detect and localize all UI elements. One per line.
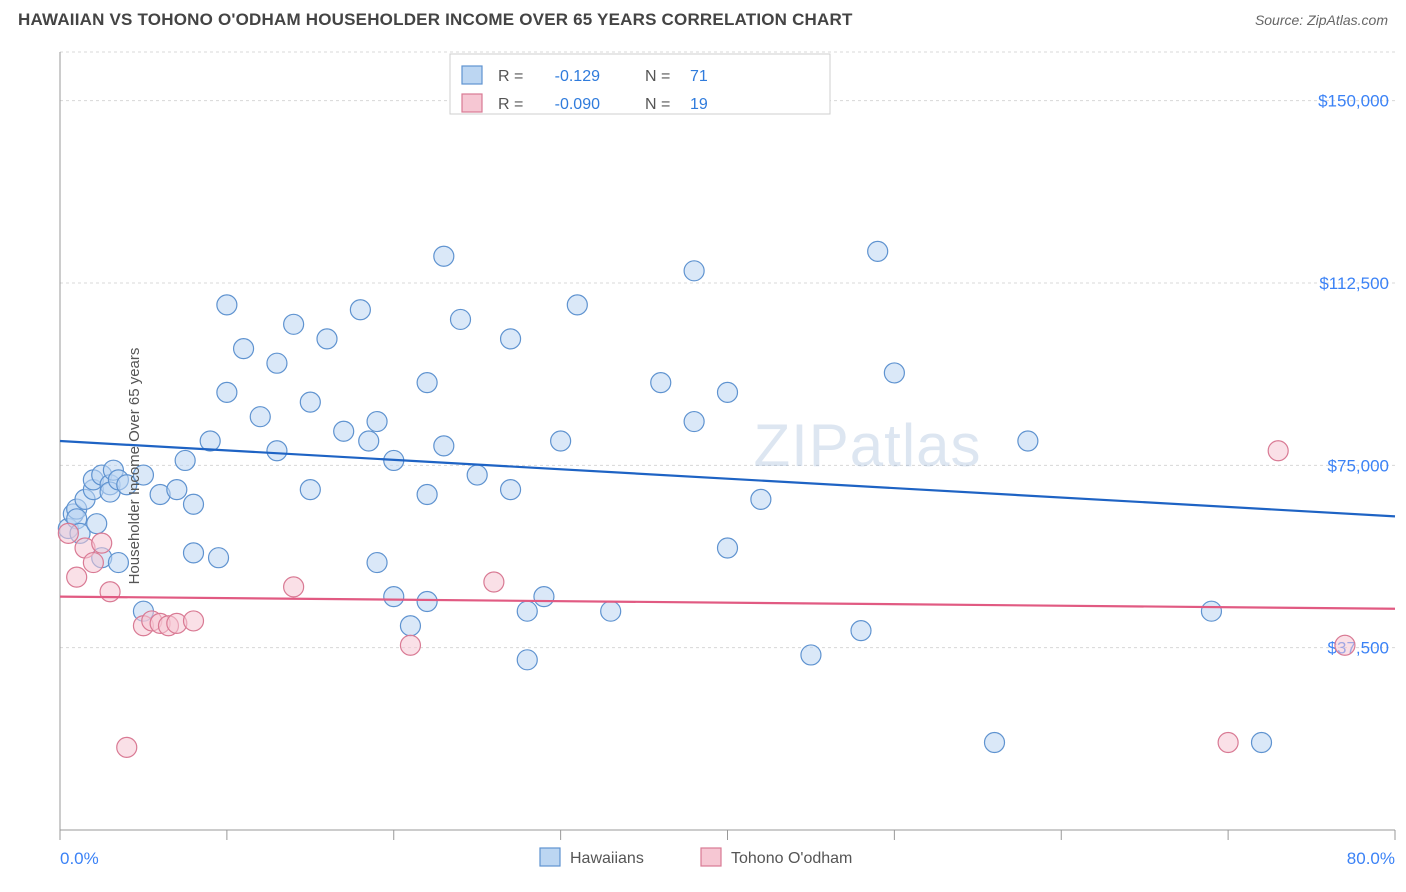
- legend-series-label: Tohono O'odham: [731, 850, 852, 867]
- data-point: [184, 611, 204, 631]
- data-point: [684, 261, 704, 281]
- data-point: [267, 441, 287, 461]
- data-point: [400, 635, 420, 655]
- data-point: [501, 480, 521, 500]
- legend-swatch: [701, 848, 721, 866]
- data-point: [300, 480, 320, 500]
- data-point: [400, 616, 420, 636]
- data-point: [1252, 732, 1272, 752]
- legend-r-value: -0.129: [555, 68, 600, 85]
- data-point: [451, 309, 471, 329]
- y-tick-label: $75,000: [1328, 456, 1389, 475]
- legend-n-value: 71: [690, 68, 708, 85]
- data-point: [284, 577, 304, 597]
- data-point: [117, 737, 137, 757]
- data-point: [209, 548, 229, 568]
- data-point: [350, 300, 370, 320]
- legend-r-label: R =: [498, 68, 523, 85]
- data-point: [234, 339, 254, 359]
- data-point: [517, 650, 537, 670]
- data-point: [434, 436, 454, 456]
- data-point: [567, 295, 587, 315]
- x-tick-label: 0.0%: [60, 849, 99, 868]
- x-tick-label: 80.0%: [1347, 849, 1395, 868]
- data-point: [367, 553, 387, 573]
- data-point: [884, 363, 904, 383]
- trend-line: [60, 441, 1395, 516]
- data-point: [417, 484, 437, 504]
- data-point: [217, 295, 237, 315]
- data-point: [175, 450, 195, 470]
- data-point: [167, 480, 187, 500]
- data-point: [384, 587, 404, 607]
- data-point: [484, 572, 504, 592]
- svg-text:ZIPatlas: ZIPatlas: [753, 412, 981, 479]
- data-point: [184, 494, 204, 514]
- data-point: [501, 329, 521, 349]
- data-point: [58, 523, 78, 543]
- data-point: [100, 582, 120, 602]
- data-point: [601, 601, 621, 621]
- legend-n-value: 19: [690, 96, 708, 113]
- source-name: ZipAtlas.com: [1307, 12, 1388, 28]
- data-point: [551, 431, 571, 451]
- data-point: [87, 514, 107, 534]
- data-point: [267, 353, 287, 373]
- data-point: [718, 538, 738, 558]
- data-point: [751, 489, 771, 509]
- data-point: [718, 382, 738, 402]
- data-point: [417, 591, 437, 611]
- data-point: [851, 621, 871, 641]
- data-point: [334, 421, 354, 441]
- data-point: [1218, 732, 1238, 752]
- data-point: [517, 601, 537, 621]
- data-point: [359, 431, 379, 451]
- legend-swatch: [540, 848, 560, 866]
- y-tick-label: $150,000: [1318, 92, 1389, 111]
- legend-r-value: -0.090: [555, 96, 600, 113]
- chart-title: HAWAIIAN VS TOHONO O'ODHAM HOUSEHOLDER I…: [18, 10, 853, 30]
- data-point: [367, 412, 387, 432]
- data-point: [67, 567, 87, 587]
- chart-container: Householder Income Over 65 years ZIPatla…: [0, 40, 1406, 892]
- y-axis-label: Householder Income Over 65 years: [126, 348, 143, 585]
- legend-swatch: [462, 66, 482, 84]
- data-point: [1335, 635, 1355, 655]
- legend-n-label: N =: [645, 68, 670, 85]
- data-point: [684, 412, 704, 432]
- data-point: [801, 645, 821, 665]
- source-attribution: Source: ZipAtlas.com: [1255, 12, 1388, 28]
- data-point: [184, 543, 204, 563]
- data-point: [1268, 441, 1288, 461]
- data-point: [417, 373, 437, 393]
- data-point: [92, 533, 112, 553]
- data-point: [534, 587, 554, 607]
- data-point: [434, 246, 454, 266]
- data-point: [317, 329, 337, 349]
- data-point: [1201, 601, 1221, 621]
- data-point: [985, 732, 1005, 752]
- trend-line: [60, 597, 1395, 609]
- legend-r-label: R =: [498, 96, 523, 113]
- source-prefix: Source:: [1255, 12, 1307, 28]
- data-point: [651, 373, 671, 393]
- y-tick-label: $112,500: [1319, 274, 1389, 293]
- legend-n-label: N =: [645, 96, 670, 113]
- data-point: [1018, 431, 1038, 451]
- data-point: [300, 392, 320, 412]
- data-point: [467, 465, 487, 485]
- data-point: [284, 314, 304, 334]
- data-point: [217, 382, 237, 402]
- scatter-chart: ZIPatlas0.0%80.0%$37,500$75,000$112,500$…: [0, 40, 1406, 890]
- data-point: [83, 553, 103, 573]
- data-point: [250, 407, 270, 427]
- chart-header: HAWAIIAN VS TOHONO O'ODHAM HOUSEHOLDER I…: [0, 0, 1406, 36]
- data-point: [868, 241, 888, 261]
- legend-series-label: Hawaiians: [570, 850, 644, 867]
- legend-swatch: [462, 94, 482, 112]
